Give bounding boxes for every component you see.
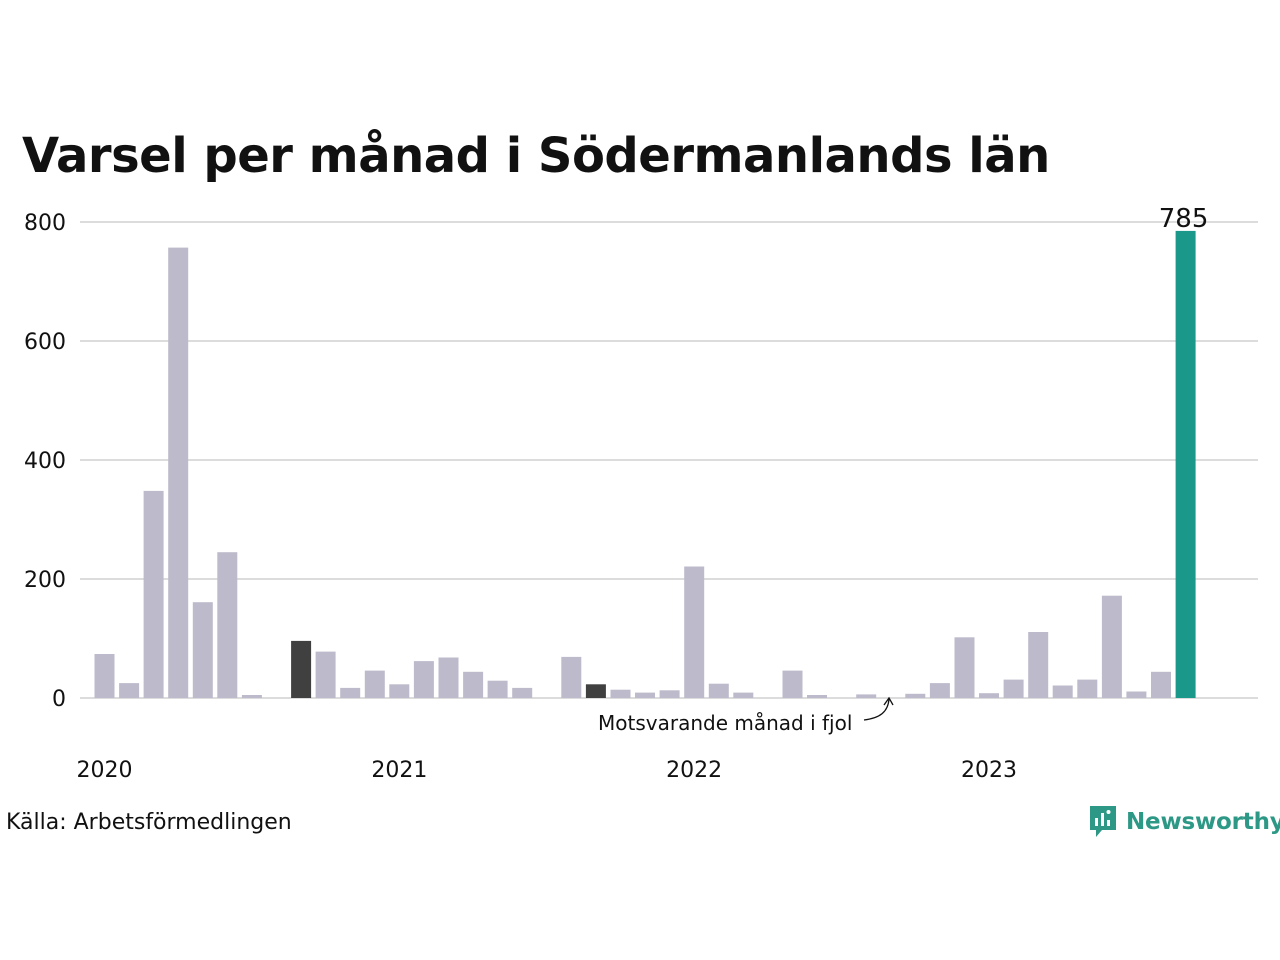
x-tick-label: 2022 (666, 758, 722, 783)
newsworthy-logo-icon (1090, 806, 1116, 837)
bar-2023-01 (979, 693, 999, 698)
y-tick-label: 0 (52, 687, 66, 712)
bar-2023-02 (1003, 679, 1024, 698)
x-axis-ticks: 2020 2021 2022 2023 (77, 758, 1018, 783)
bar-2022-01 (684, 566, 705, 698)
bars (94, 230, 1196, 698)
bar-2022-10 (905, 693, 926, 698)
annotation: Motsvarande månad i fjol (598, 696, 894, 735)
bar-2020-10 (315, 651, 336, 698)
bar-2020-02 (119, 683, 140, 698)
bar-chart: 0 200 400 600 800 2020 2021 2022 2023 785 Motsv… (24, 204, 1258, 783)
bar-2023-07 (1126, 691, 1147, 698)
bar-2021-05 (487, 680, 508, 698)
bar-2022-12 (954, 637, 975, 698)
y-tick-label: 400 (24, 449, 66, 474)
bar-2021-10 (610, 689, 631, 698)
bar-2020-09 (291, 640, 312, 698)
bar-2022-06 (807, 695, 827, 698)
brand-name: Newsworthy (1126, 809, 1280, 835)
bar-2022-02 (708, 683, 729, 698)
bar-2022-11 (929, 683, 950, 698)
y-tick-label: 800 (24, 211, 66, 236)
bar-2023-06 (1101, 595, 1122, 698)
bar-2020-07 (241, 695, 262, 698)
x-tick-label: 2020 (77, 758, 133, 783)
bar-2020-05 (192, 602, 213, 698)
bar-2020-01 (94, 654, 115, 698)
x-tick-label: 2021 (371, 758, 427, 783)
value-labels: 785 (1159, 204, 1209, 234)
y-axis-ticks: 0 200 400 600 800 (24, 211, 66, 712)
bar-2022-08 (856, 694, 877, 698)
bar-2021-06 (512, 687, 533, 698)
bar-2021-02 (413, 661, 434, 698)
bar-2020-11 (340, 687, 361, 698)
bar-2020-04 (168, 247, 189, 698)
bar-2021-09 (585, 684, 606, 698)
bar-2021-12 (659, 690, 680, 698)
annotation-arrowhead (883, 696, 894, 706)
chart-title: Varsel per månad i Södermanlands län (22, 128, 1050, 184)
bar-2022-05 (782, 670, 803, 698)
bar-2020-12 (364, 670, 385, 698)
gridlines (80, 221, 1258, 699)
annotation-arrow (863, 698, 890, 721)
bar-2020-06 (217, 552, 238, 698)
bar-2021-08 (561, 656, 582, 698)
bar-2023-09 (1175, 230, 1196, 698)
bar-2021-11 (635, 692, 655, 698)
bar-2021-03 (438, 657, 459, 698)
bar-2021-04 (463, 671, 484, 698)
bar-2022-03 (733, 692, 754, 698)
source-note: Källa: Arbetsförmedlingen (6, 810, 292, 835)
bar-2023-04 (1052, 685, 1073, 698)
brand-logo: Newsworthy (1088, 804, 1280, 840)
y-tick-label: 200 (24, 568, 66, 593)
bar-2023-03 (1028, 632, 1049, 698)
bar-2020-03 (143, 490, 164, 698)
highlight-value-label: 785 (1159, 204, 1209, 234)
y-tick-label: 600 (24, 330, 66, 355)
annotation-text: Motsvarande månad i fjol (598, 711, 852, 735)
bar-2023-05 (1077, 679, 1098, 698)
x-tick-label: 2023 (961, 758, 1017, 783)
bar-2023-08 (1151, 671, 1171, 698)
bar-2021-01 (389, 684, 410, 698)
